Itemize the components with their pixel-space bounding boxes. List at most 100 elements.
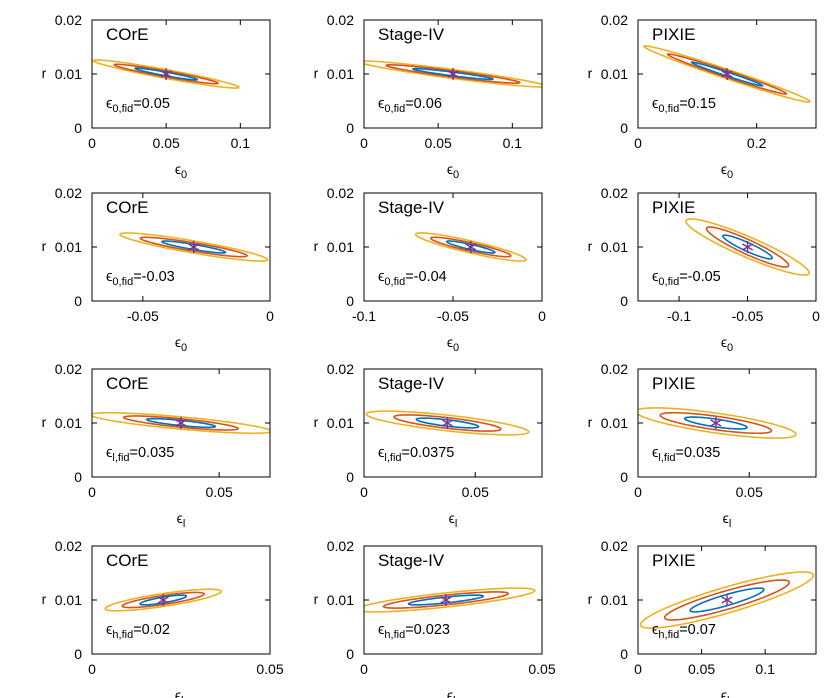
x-tick-label: 0.05 — [153, 135, 180, 151]
x-tick-label: 0.05 — [256, 661, 283, 677]
x-axis-label: ϵh — [175, 687, 187, 698]
x-tick-label: 0 — [88, 661, 96, 677]
x-tick-label: -0.1 — [667, 308, 691, 324]
x-axis-subscript: 0 — [727, 169, 733, 181]
panel-title: Stage-IV — [378, 551, 445, 570]
middle-contour — [705, 226, 790, 268]
panel-title: COrE — [106, 25, 149, 44]
x-axis-label: ϵ0 — [175, 161, 187, 181]
x-axis-subscript: 0 — [453, 169, 459, 181]
y-axis-label: r — [42, 414, 47, 430]
panel-title: Stage-IV — [378, 25, 445, 44]
fiducial-subscript: l,fid — [112, 452, 129, 464]
contour-group — [119, 232, 269, 262]
contour-group — [685, 218, 810, 276]
y-tick-label: 0 — [346, 646, 354, 662]
x-tick-label: 0 — [634, 661, 642, 677]
x-axis-subscript: l — [729, 518, 731, 530]
panel-title: COrE — [106, 198, 149, 217]
x-axis-label: ϵh — [447, 687, 459, 698]
middle-contour — [385, 64, 521, 84]
outer-contour — [365, 410, 530, 436]
y-tick-label: 0 — [74, 646, 82, 662]
x-axis-subscript: l — [455, 518, 457, 530]
fiducial-label: ϵh,fid=0.07 — [652, 622, 716, 641]
x-tick-label: 0.1 — [503, 135, 523, 151]
fiducial-marker — [175, 417, 187, 429]
x-axis-symbol: ϵ — [447, 334, 453, 350]
x-axis-symbol: ϵ — [449, 510, 455, 526]
fiducial-subscript: 0,fid — [112, 103, 133, 115]
y-tick-label: 0 — [74, 120, 82, 136]
y-tick-label: 0 — [620, 120, 628, 136]
x-tick-label: 0 — [88, 135, 96, 151]
fiducial-value: =-0.05 — [679, 269, 721, 285]
x-axis-label: ϵ0 — [721, 334, 733, 354]
inner-contour — [689, 587, 765, 613]
y-tick-label: 0.01 — [327, 592, 354, 608]
fiducial-symbol: ϵ — [378, 269, 384, 285]
x-axis-symbol: ϵ — [723, 510, 729, 526]
y-axis-label: r — [588, 238, 593, 254]
x-tick-label: -0.05 — [437, 308, 469, 324]
x-tick-label: 0 — [88, 484, 96, 500]
fiducial-value: =0.02 — [133, 622, 170, 638]
outer-contour — [414, 232, 527, 262]
x-axis-label: ϵ0 — [721, 161, 733, 181]
panel-title: COrE — [106, 374, 149, 393]
y-tick-label: 0.01 — [601, 592, 628, 608]
y-tick-label: 0.02 — [55, 185, 82, 201]
middle-contour — [139, 236, 248, 258]
x-axis-symbol: ϵ — [721, 334, 727, 350]
contour-group — [104, 588, 223, 612]
contour-group — [364, 60, 542, 88]
y-tick-label: 0 — [74, 293, 82, 309]
x-axis-subscript: h — [181, 695, 187, 698]
y-tick-label: 0.02 — [327, 12, 354, 28]
x-tick-label: 0 — [360, 661, 368, 677]
y-tick-label: 0 — [620, 646, 628, 662]
x-tick-label: 0.2 — [747, 135, 767, 151]
y-tick-label: 0 — [346, 120, 354, 136]
inner-contour — [690, 61, 764, 87]
y-tick-label: 0.02 — [327, 185, 354, 201]
panel-title: PIXIE — [652, 25, 695, 44]
outer-contour — [92, 59, 240, 89]
y-axis-label: r — [588, 414, 593, 430]
outer-contour — [364, 60, 542, 88]
inner-contour — [161, 240, 227, 254]
y-axis-label: r — [314, 591, 319, 607]
fiducial-symbol: ϵ — [378, 96, 384, 112]
middle-contour — [666, 53, 788, 95]
y-axis-label: r — [588, 591, 593, 607]
inner-contour — [722, 234, 773, 260]
x-tick-label: 0.05 — [462, 484, 489, 500]
inner-contour — [134, 67, 199, 81]
x-axis-symbol: ϵ — [177, 510, 183, 526]
y-tick-label: 0.01 — [55, 592, 82, 608]
inner-contour — [145, 417, 217, 429]
fiducial-marker — [441, 417, 453, 429]
fiducial-value: =0.035 — [130, 445, 175, 461]
y-axis-label: r — [314, 65, 319, 81]
x-tick-label: 0 — [634, 484, 642, 500]
x-axis-subscript: l — [183, 518, 185, 530]
contour-group — [643, 45, 811, 103]
x-axis-symbol: ϵ — [447, 161, 453, 177]
fiducial-label: ϵl,fid=0.035 — [652, 445, 720, 464]
x-tick-label: 0.05 — [688, 661, 715, 677]
fiducial-value: =0.06 — [405, 96, 442, 112]
x-axis-subscript: h — [453, 695, 459, 698]
contour-group — [92, 59, 240, 89]
y-axis-label: r — [314, 238, 319, 254]
y-axis-label: r — [42, 238, 47, 254]
x-tick-label: 0 — [360, 135, 368, 151]
middle-contour — [393, 414, 502, 432]
x-tick-label: 0.05 — [206, 484, 233, 500]
fiducial-marker — [721, 594, 733, 606]
